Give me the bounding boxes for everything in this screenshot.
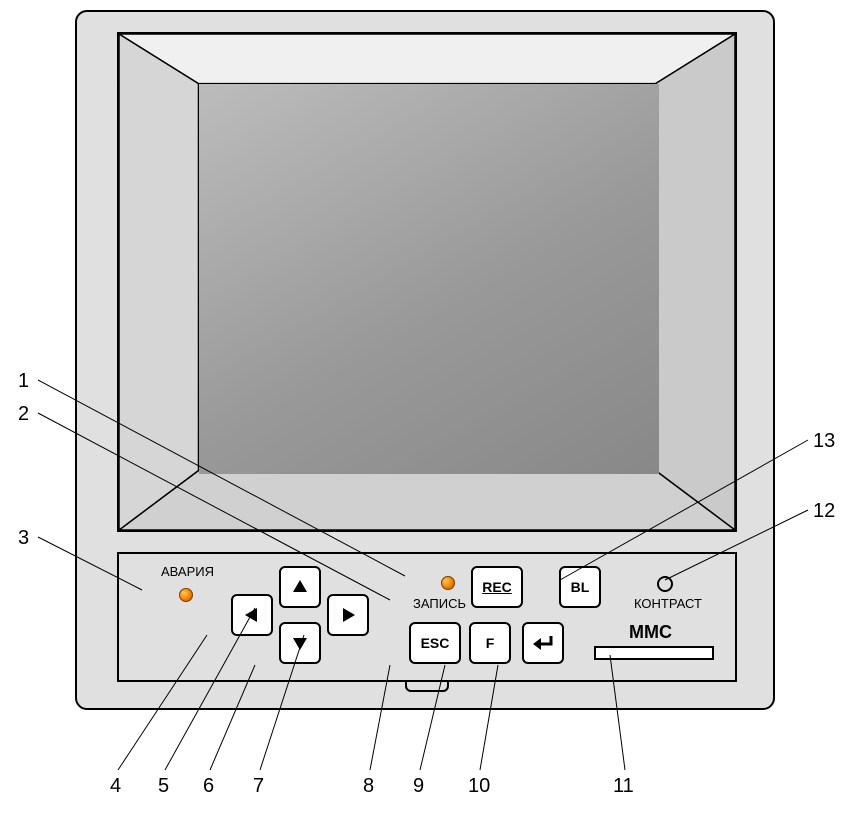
f-button-label: F (486, 635, 495, 651)
alarm-led (179, 588, 193, 602)
esc-button[interactable]: ESC (409, 622, 461, 664)
mmc-slot[interactable] (594, 646, 714, 660)
mmc-label: MMC (629, 622, 672, 643)
callout-7: 7 (253, 775, 264, 798)
display-bezel (117, 32, 737, 532)
callout-1: 1 (18, 370, 29, 393)
panel-notch (405, 682, 449, 692)
callout-6: 6 (203, 775, 214, 798)
enter-button[interactable] (522, 622, 564, 664)
right-button[interactable] (327, 594, 369, 636)
alarm-label: АВАРИЯ (161, 564, 214, 579)
callout-4: 4 (110, 775, 121, 798)
rec-button-label: REC (482, 579, 512, 595)
callout-10: 10 (468, 775, 490, 798)
enter-icon (531, 633, 555, 653)
bl-button[interactable]: BL (559, 566, 601, 608)
f-button[interactable]: F (469, 622, 511, 664)
callout-9: 9 (413, 775, 424, 798)
record-led (441, 576, 455, 590)
callout-12: 12 (813, 500, 835, 523)
rec-button[interactable]: REC (471, 566, 523, 608)
control-panel: АВАРИЯ ЗАПИСЬ REC ESC F (117, 552, 737, 682)
callout-11: 11 (613, 775, 634, 798)
device-front-panel: АВАРИЯ ЗАПИСЬ REC ESC F (75, 10, 775, 710)
callout-8: 8 (363, 775, 374, 798)
up-button[interactable] (279, 566, 321, 608)
contrast-label: КОНТРАСТ (634, 596, 702, 611)
callout-13: 13 (813, 430, 835, 453)
display-screen (199, 84, 659, 474)
callout-3: 3 (18, 527, 29, 550)
callout-5: 5 (158, 775, 169, 798)
esc-button-label: ESC (421, 635, 450, 651)
callout-2: 2 (18, 403, 29, 426)
bl-button-label: BL (571, 579, 590, 595)
left-button[interactable] (231, 594, 273, 636)
record-label: ЗАПИСЬ (413, 596, 466, 611)
contrast-knob[interactable] (657, 576, 673, 592)
down-button[interactable] (279, 622, 321, 664)
